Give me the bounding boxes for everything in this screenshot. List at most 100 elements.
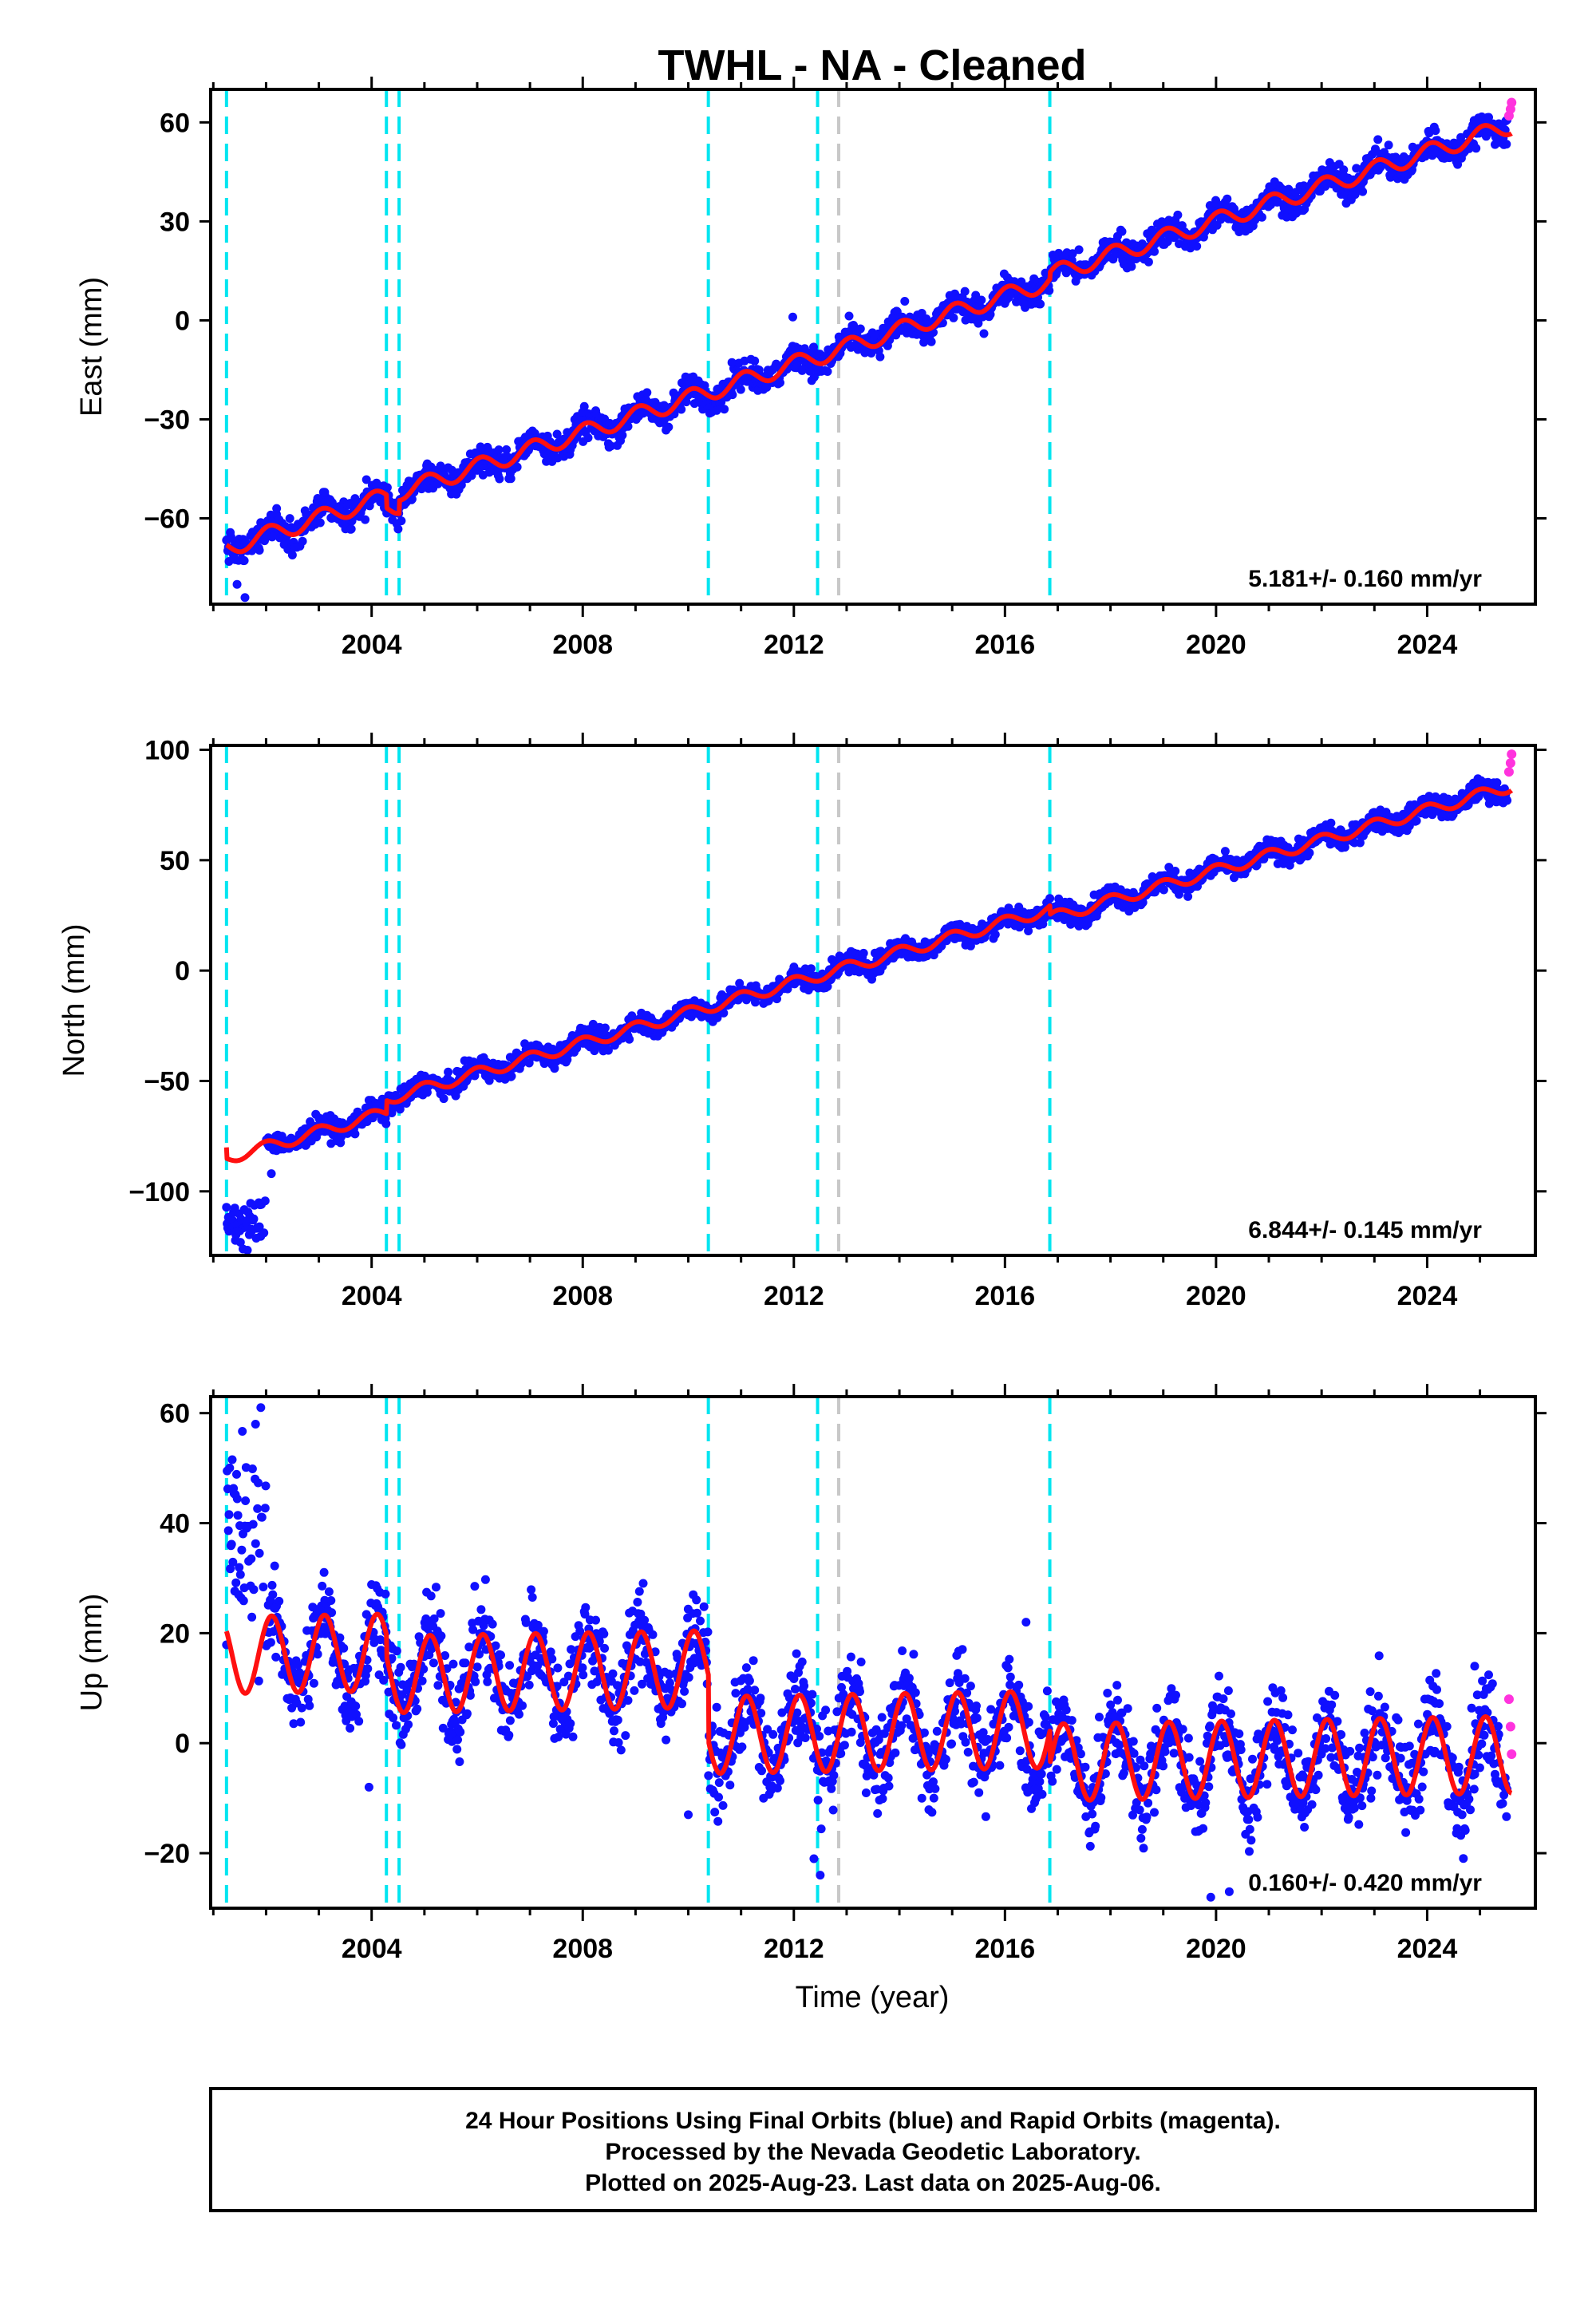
final-orbit-point bbox=[859, 948, 868, 958]
rapid-orbit-point bbox=[1503, 767, 1514, 777]
final-orbit-point bbox=[625, 1034, 634, 1044]
final-orbit-point bbox=[713, 1816, 723, 1826]
final-orbit-point bbox=[266, 1638, 275, 1647]
final-orbit-point bbox=[1358, 187, 1368, 196]
final-orbit-point bbox=[875, 352, 885, 362]
rapid-orbit-point bbox=[1507, 97, 1517, 108]
final-orbit-point bbox=[476, 1605, 486, 1614]
final-orbit-point bbox=[505, 1661, 515, 1670]
x-tick-label: 2008 bbox=[552, 630, 613, 660]
final-orbit-point bbox=[248, 1520, 258, 1529]
final-orbit-point bbox=[389, 1713, 398, 1722]
final-orbit-point bbox=[788, 312, 797, 322]
final-orbit-point bbox=[583, 433, 593, 443]
final-orbit-point bbox=[392, 1721, 401, 1730]
final-orbit-point bbox=[232, 1469, 241, 1479]
final-orbit-point bbox=[235, 1570, 245, 1579]
final-orbit-point bbox=[452, 1745, 462, 1754]
final-orbit-point bbox=[960, 287, 970, 296]
final-orbit-point bbox=[1117, 227, 1127, 236]
final-orbit-point bbox=[232, 579, 242, 589]
final-orbit-point bbox=[287, 551, 297, 559]
final-orbit-point bbox=[238, 1427, 247, 1436]
final-orbit-point bbox=[553, 1663, 563, 1673]
final-orbit-point bbox=[471, 1677, 480, 1686]
final-orbit-point bbox=[260, 534, 270, 543]
final-orbit-point bbox=[844, 311, 854, 321]
final-orbit-point bbox=[1068, 249, 1077, 259]
final-orbit-point bbox=[456, 1727, 465, 1737]
final-orbit-point bbox=[754, 366, 764, 375]
final-orbit-point bbox=[407, 495, 417, 504]
y-tick-label: 50 bbox=[160, 846, 190, 876]
final-orbit-point bbox=[361, 475, 371, 484]
final-orbit-point bbox=[599, 1629, 609, 1638]
final-orbit-point bbox=[253, 1504, 263, 1513]
final-orbit-point bbox=[305, 1701, 314, 1710]
final-orbit-point bbox=[1192, 242, 1202, 251]
final-orbit-point bbox=[616, 1745, 626, 1755]
final-orbit-point bbox=[681, 397, 691, 407]
final-orbit-point bbox=[1171, 867, 1180, 875]
final-orbit-point bbox=[261, 1481, 271, 1491]
final-orbit-point bbox=[750, 356, 760, 366]
final-orbit-point bbox=[664, 422, 674, 432]
final-orbit-point bbox=[640, 1615, 650, 1625]
final-orbit-point bbox=[823, 367, 832, 376]
final-orbit-point bbox=[714, 1792, 723, 1802]
final-orbit-point bbox=[417, 1676, 427, 1686]
final-orbit-point bbox=[249, 1214, 259, 1223]
final-orbit-point bbox=[566, 1719, 575, 1729]
final-orbit-point bbox=[506, 474, 516, 484]
final-orbit-point bbox=[467, 471, 476, 480]
final-orbit-point bbox=[224, 1510, 234, 1520]
x-tick-label: 2004 bbox=[342, 630, 402, 660]
final-orbit-point bbox=[1472, 144, 1481, 153]
y-tick-label: 0 bbox=[175, 306, 190, 336]
x-tick-label: 2020 bbox=[1186, 1281, 1246, 1311]
final-orbit-point bbox=[1502, 140, 1511, 149]
final-orbit-point bbox=[1305, 848, 1314, 858]
final-orbit-point bbox=[579, 1670, 588, 1680]
final-orbit-point bbox=[233, 1511, 243, 1520]
final-orbit-point bbox=[692, 1595, 701, 1605]
final-orbit-point bbox=[432, 1583, 440, 1592]
final-orbit-point bbox=[255, 546, 264, 555]
final-orbit-point bbox=[1431, 126, 1440, 136]
final-orbit-point bbox=[318, 1581, 327, 1591]
final-orbit-point bbox=[472, 1662, 482, 1672]
final-orbit-point bbox=[241, 1496, 251, 1505]
final-orbit-point bbox=[606, 441, 616, 451]
final-orbit-point bbox=[319, 1567, 329, 1577]
final-orbit-point bbox=[949, 313, 958, 322]
final-orbit-point bbox=[285, 514, 294, 524]
final-orbit-point bbox=[568, 1732, 578, 1741]
final-orbit-point bbox=[275, 1596, 284, 1606]
final-orbit-point bbox=[453, 1735, 462, 1745]
final-orbit-point bbox=[1326, 818, 1336, 828]
final-orbit-point bbox=[515, 1709, 523, 1719]
final-orbit-point bbox=[381, 1119, 391, 1128]
final-orbit-point bbox=[608, 1669, 618, 1678]
final-orbit-point bbox=[350, 1129, 360, 1139]
final-orbit-point bbox=[222, 1203, 231, 1212]
final-orbit-point bbox=[346, 1724, 355, 1733]
final-orbit-point bbox=[678, 1699, 686, 1709]
final-orbit-point bbox=[712, 1702, 721, 1712]
chart-title: TWHL - NA - Cleaned bbox=[658, 41, 1087, 89]
final-orbit-point bbox=[363, 1664, 373, 1674]
final-orbit-point bbox=[630, 1686, 639, 1695]
final-orbit-point bbox=[527, 1593, 537, 1602]
final-orbit-point bbox=[977, 295, 986, 305]
final-orbit-point bbox=[633, 1598, 642, 1607]
final-orbit-point bbox=[277, 1132, 286, 1141]
final-orbit-point bbox=[255, 1548, 264, 1558]
final-orbit-point bbox=[518, 1701, 527, 1710]
rapid-orbit-point bbox=[1507, 749, 1517, 760]
final-orbit-point bbox=[1384, 140, 1393, 150]
final-orbit-point bbox=[581, 1603, 591, 1612]
final-orbit-point bbox=[600, 1643, 610, 1653]
rapid-orbit-point bbox=[1505, 758, 1515, 769]
final-orbit-point bbox=[579, 401, 589, 411]
